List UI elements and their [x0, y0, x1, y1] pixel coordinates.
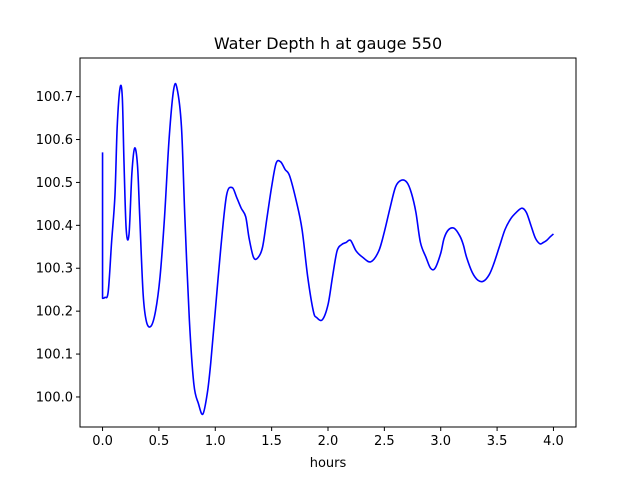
x-axis-label: hours — [310, 456, 347, 471]
axis-ticks: 0.0 0.5 1.0 1.5 2.0 2.5 3.0 3.5 4.0 100.0 100.1 100… — [36, 90, 564, 449]
y-tick-label: 100.0 — [36, 390, 73, 405]
x-tick-label: 4.0 — [543, 434, 564, 449]
x-tick-label: 0.5 — [149, 434, 170, 449]
y-tick-label: 100.4 — [36, 219, 73, 234]
chart-title: Water Depth h at gauge 550 — [214, 34, 442, 53]
x-tick-label: 0.0 — [92, 434, 113, 449]
x-tick-label: 3.5 — [487, 434, 508, 449]
water-depth-line — [101, 82, 554, 416]
x-tick-label: 1.0 — [205, 434, 226, 449]
x-tick-label: 3.0 — [430, 434, 451, 449]
x-tick-label: 2.5 — [374, 434, 395, 449]
plot-area — [101, 82, 554, 416]
x-tick-label: 2.0 — [318, 434, 339, 449]
y-tick-label: 100.5 — [36, 176, 73, 191]
y-tick-label: 100.7 — [36, 90, 73, 105]
y-tick-label: 100.1 — [36, 348, 73, 363]
axes-frame — [79, 57, 577, 428]
y-tick-label: 100.2 — [36, 305, 73, 320]
y-tick-label: 100.6 — [36, 133, 73, 148]
y-tick-label: 100.3 — [36, 262, 73, 277]
x-tick-label: 1.5 — [261, 434, 282, 449]
